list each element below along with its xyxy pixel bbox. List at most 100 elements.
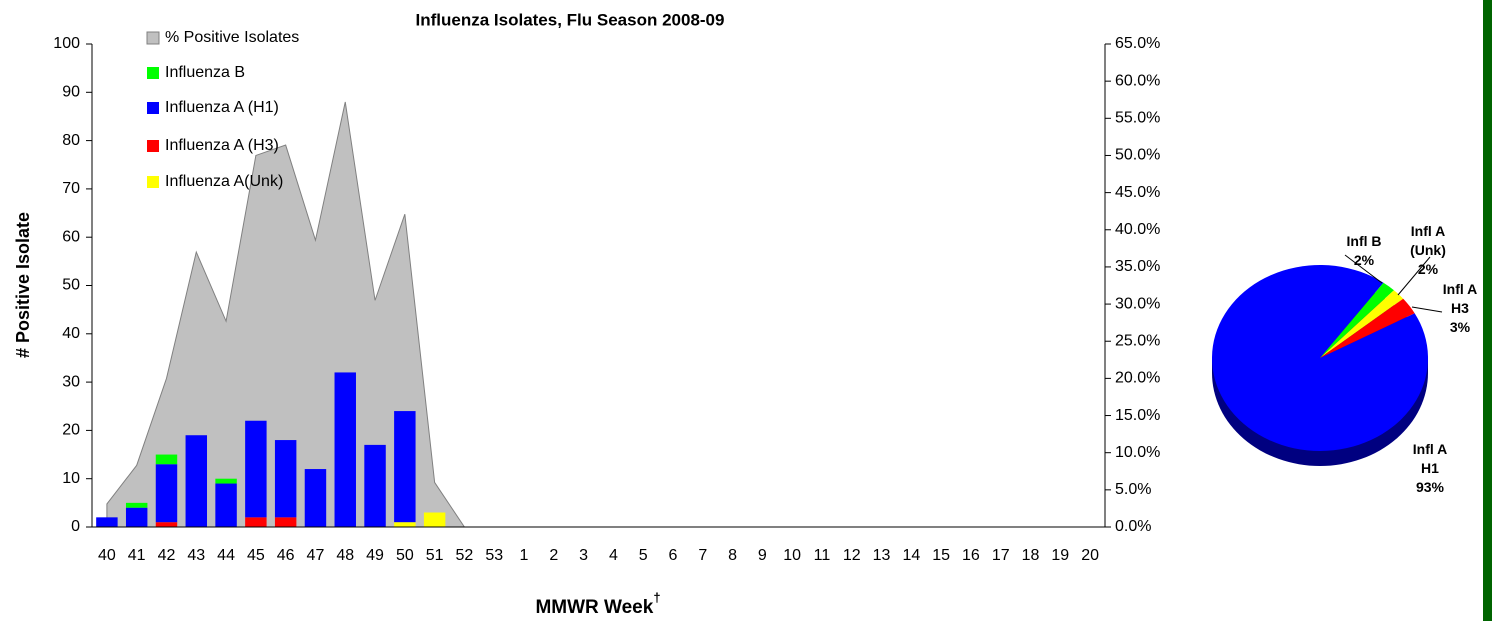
y2-tick-label: 35.0% [1115, 258, 1160, 275]
x-tick-label: 14 [902, 547, 920, 564]
pie-label-value: 3% [1449, 319, 1471, 335]
x-axis-label-text: MMWR Week [535, 597, 653, 618]
x-tick-label: 13 [873, 547, 891, 564]
leader-line [1344, 254, 1383, 284]
bar [274, 440, 297, 518]
pie-label-name: Infl A H3 [1442, 281, 1478, 316]
y-tick-label: 50 [62, 277, 80, 294]
y2-tick-label: 10.0% [1115, 444, 1160, 461]
legend-swatch [147, 176, 159, 188]
y-tick-label: 0 [71, 518, 80, 535]
x-tick-label: 52 [456, 547, 474, 564]
leader-line [1397, 256, 1431, 296]
y2-tick-label: 25.0% [1115, 332, 1160, 349]
x-tick-label: 7 [698, 547, 707, 564]
y2-tick-label: 5.0% [1115, 481, 1151, 498]
y2-tick-label: 40.0% [1115, 221, 1160, 238]
y-tick-label: 80 [62, 132, 80, 149]
pie-label-value: 2% [1353, 252, 1375, 268]
legend-label: Influenza A (H3) [165, 137, 279, 154]
bar [155, 522, 178, 527]
y2-tick-label: 15.0% [1115, 407, 1160, 424]
bar [394, 522, 416, 527]
y2-tick-label: 30.0% [1115, 295, 1160, 312]
x-tick-label: 42 [158, 547, 176, 564]
bar [155, 464, 178, 523]
y-tick-label: 10 [62, 470, 80, 487]
bar [155, 454, 178, 465]
x-tick-label: 12 [843, 547, 861, 564]
y-tick-label: 60 [62, 228, 80, 245]
x-tick-label: 10 [783, 547, 801, 564]
y2-tick-label: 50.0% [1115, 147, 1160, 164]
x-tick-label: 4 [609, 547, 618, 564]
pie-label-name: Infl B [1346, 233, 1382, 249]
bar [274, 517, 297, 527]
pie-label-value: 2% [1417, 261, 1439, 277]
x-tick-label: 2 [549, 547, 558, 564]
x-tick-label: 48 [336, 547, 354, 564]
x-tick-label: 40 [98, 547, 116, 564]
chart-title: Influenza Isolates, Flu Season 2008-09 [416, 10, 725, 29]
pie-label: Infl B 2% [1338, 232, 1390, 270]
legend-swatch [147, 140, 159, 152]
pie-label: Infl A H3 3% [1434, 280, 1486, 337]
legend-label: Influenza A (H1) [165, 99, 279, 116]
y2-tick-label: 0.0% [1115, 518, 1151, 535]
x-axis-label-sup: † [653, 590, 660, 605]
y-tick-label: 70 [62, 180, 80, 197]
pie-slice [1320, 282, 1394, 358]
y2-tick-label: 65.0% [1115, 35, 1160, 52]
bar [304, 469, 327, 527]
x-tick-label: 16 [962, 547, 980, 564]
legend-swatch [147, 67, 159, 79]
x-tick-label: 19 [1051, 547, 1069, 564]
x-axis-label: MMWR Week† [535, 590, 660, 618]
bar [245, 420, 267, 518]
y-tick-label: 40 [62, 325, 80, 342]
legend-swatch [146, 31, 160, 45]
bar [215, 478, 237, 484]
x-tick-label: 5 [639, 547, 648, 564]
x-tick-label: 1 [520, 547, 529, 564]
y2-tick-label: 60.0% [1115, 72, 1160, 89]
x-tick-label: 53 [485, 547, 503, 564]
y2-tick-label: 45.0% [1115, 184, 1160, 201]
x-tick-label: 51 [426, 547, 444, 564]
bar [334, 372, 356, 527]
pie-label-name: Infl A H1 [1412, 441, 1448, 476]
pie-label-value: 93% [1415, 479, 1445, 495]
pie-slice [1212, 264, 1428, 451]
x-tick-label: 50 [396, 547, 414, 564]
y-axis-label: # Positive Isolate [13, 212, 33, 358]
bar [394, 411, 416, 523]
x-tick-label: 47 [307, 547, 325, 564]
bar [215, 483, 237, 527]
x-tick-label: 6 [669, 547, 678, 564]
x-tick-label: 46 [277, 547, 295, 564]
pie-slice [1320, 298, 1415, 358]
y-tick-label: 20 [62, 422, 80, 439]
x-tick-label: 15 [932, 547, 950, 564]
bar [364, 444, 386, 527]
x-tick-label: 41 [128, 547, 146, 564]
bar [125, 507, 148, 527]
y-tick-label: 90 [62, 84, 80, 101]
x-tick-label: 17 [992, 547, 1010, 564]
x-tick-label: 49 [366, 547, 384, 564]
frame-edge [1483, 0, 1492, 621]
legend-label: % Positive Isolates [165, 29, 299, 46]
bar [245, 517, 267, 527]
y2-tick-label: 55.0% [1115, 110, 1160, 127]
pie [1212, 264, 1428, 466]
bar [423, 512, 446, 527]
x-tick-label: 18 [1022, 547, 1040, 564]
x-tick-label: 20 [1081, 547, 1099, 564]
pie-label: Infl A (Unk) 2% [1402, 222, 1454, 279]
x-tick-label: 11 [814, 547, 831, 564]
y-tick-label: 100 [53, 35, 80, 52]
pie-slice [1320, 290, 1404, 358]
leader-line [1411, 306, 1443, 313]
